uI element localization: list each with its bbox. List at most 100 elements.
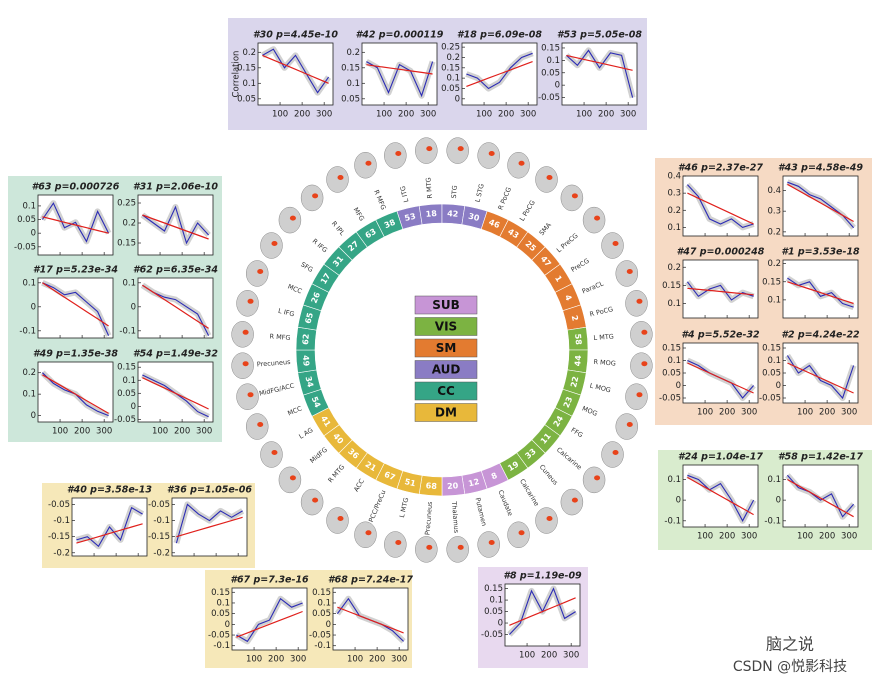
trend-line [176,516,243,538]
trend-line [142,377,209,410]
x-tick-label: 200 [174,427,190,437]
trend-line [687,287,754,296]
y-tick-label: 0 [31,302,36,312]
trend-line [366,64,433,75]
y-tick-label: 0.05 [237,94,256,104]
brain-slice [477,142,500,169]
chart-title: #42 p=0.000119 [356,30,444,41]
brain-activation [395,151,402,157]
y-tick-label: -0.05 [148,500,170,510]
trend-line [566,54,633,71]
y-tick-label: 0.2 [667,206,681,216]
legend-label: AUD [432,363,461,377]
brain-activation [641,329,648,335]
region-label: R IFG [311,237,329,254]
y-tick-label: 0.25 [117,199,136,209]
trend-line [262,54,329,84]
brain-activation [626,422,633,428]
region-label: R MTG [424,177,434,199]
y-tick-label: 0.15 [662,344,681,354]
y-tick-label: 0.05 [484,607,503,617]
brain-slice [535,507,558,534]
watermark-source: CSDN @悦影科技 [733,659,847,675]
region-label: R IPL [330,220,347,238]
ring-segment [375,210,404,238]
trend-line [787,281,854,305]
x-tick-label: 200 [369,655,385,665]
legend-swatch [414,360,478,379]
x-tick-label: 300 [741,532,757,542]
y-tick-label: 0.2 [22,368,36,378]
x-tick-label: 100 [52,427,68,437]
region-label: L STG [474,183,486,203]
brain-activation [457,544,464,550]
trend-line [787,478,854,518]
trend-line [76,523,143,544]
trend-line [687,362,754,394]
segment-id: 20 [447,481,459,491]
correlation-line [236,597,303,643]
region-label: Precuneus [257,358,292,369]
brain-activation [571,193,578,199]
region-label: MidFG [308,446,329,465]
y-tick-label: 0.1 [317,598,331,608]
brain-slice [630,352,653,379]
y-tick-label: -0.05 [48,500,70,510]
brain-activation [365,160,372,166]
y-tick-label: 0.1 [216,598,230,608]
region-label: ParaCL [581,279,605,295]
y-tick-label: 0.05 [312,609,331,619]
region-label: L MOG [589,382,612,395]
correlation-line [566,49,634,98]
brain-slice [354,151,377,179]
region-label: R PoCG [589,305,614,318]
x-tick-label: 300 [841,532,857,542]
y-tick-label: -0.15 [148,532,170,542]
y-tick-label: 0 [31,229,36,239]
chart-title: #53 p=5.05e-08 [557,30,642,41]
chart-title: #46 p=2.37e-27 [678,163,763,174]
brain-slice [354,521,377,549]
x-tick-label: 200 [719,532,735,542]
brain-slice [260,441,283,468]
x-tick-label: 200 [598,110,614,120]
brain-slice [278,206,302,234]
segment-id: 65 [304,311,315,324]
x-tick-label: 300 [196,427,212,437]
brain-slice [236,383,259,410]
brain-slice [582,206,606,234]
y-tick-label: -0.2 [153,548,170,558]
y-tick-label: 0.05 [117,389,136,399]
brain-activation [247,298,254,304]
chart-title: #47 p=0.000248 [677,247,765,258]
y-tick-label: 0.1 [22,201,36,211]
region-label: MCC [286,404,303,417]
y-tick-label: 0.4 [667,172,681,182]
region-label: PCC/PreCu [367,489,387,524]
plot-area [782,259,859,319]
chart-title: #1 p=3.53e-18 [781,247,860,258]
plot-area [782,342,859,404]
chart-title: #49 p=1.35e-38 [33,349,118,360]
trend-line [466,61,533,87]
y-tick-label: 0.05 [211,609,230,619]
y-tick-label: 0.1 [546,56,560,66]
y-tick-label: 0 [131,402,136,412]
y-tick-label: 0 [31,411,36,421]
plot-area [504,583,581,647]
correlation-line [687,474,755,522]
brain-activation [242,329,249,335]
region-label: Calcarine [518,478,541,508]
brain-slice [415,536,438,563]
brain-activation [242,361,249,367]
legend-swatch [414,295,478,315]
segment-id: 51 [404,477,417,488]
y-tick-label: 0.15 [117,239,136,249]
x-tick-label: 300 [420,110,436,120]
brain-slice [231,352,254,379]
y-tick-label: 0.2 [346,48,360,58]
y-tick-label: 0.15 [211,588,230,598]
x-tick-label: 300 [741,408,757,418]
trend-line [337,606,404,634]
